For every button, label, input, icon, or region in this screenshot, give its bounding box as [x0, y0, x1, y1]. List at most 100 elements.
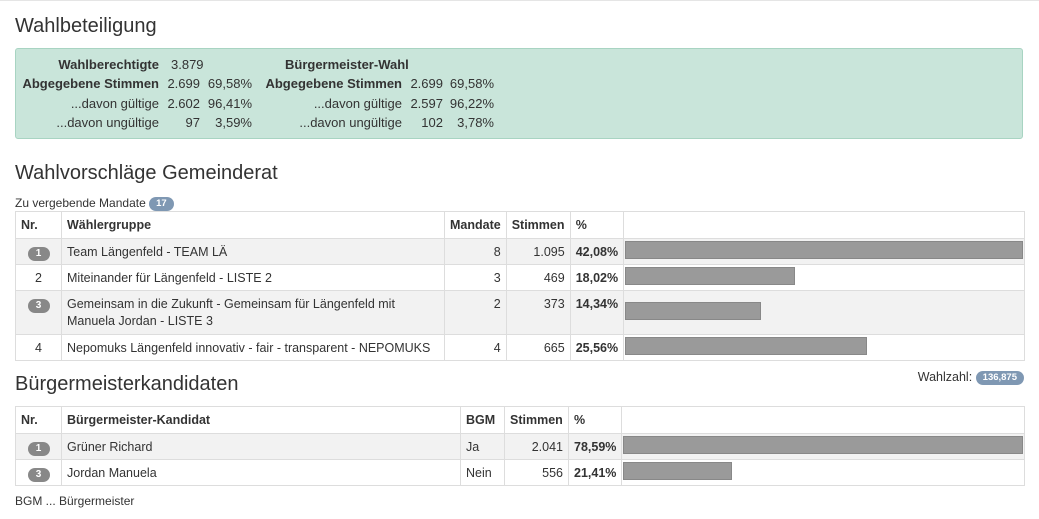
row-bar-cell	[623, 264, 1025, 291]
row-pct: 14,34%	[569, 290, 625, 335]
table-header-row: Nr. Wählergruppe Mandate Stimmen %	[15, 211, 1025, 239]
bgm-value-0: 2.699	[410, 76, 443, 91]
gr-value-3: 97	[185, 115, 200, 130]
row-bar-cell	[621, 433, 1025, 460]
col-header-nr: Nr.	[15, 211, 62, 239]
gemeinderat-title: Wahlvorschläge Gemeinderat	[15, 162, 278, 184]
table-row: 1 Grüner Richard Ja 2.041 78,59%	[15, 433, 1025, 460]
rank-badge: 1	[27, 442, 50, 456]
result-bar	[625, 241, 1023, 259]
row-nr: 2	[15, 264, 62, 291]
col-header-group: Wählergruppe	[61, 211, 445, 239]
row-mandate: 2	[444, 290, 507, 335]
turnout-title: Wahlbeteiligung	[15, 15, 157, 37]
gr-value-1: 2.699	[167, 76, 200, 91]
row-nr: 1	[15, 238, 62, 265]
result-bar	[623, 462, 733, 480]
bgm-candidates-table: Nr. Bürgermeister-Kandidat BGM Stimmen %…	[15, 406, 1025, 486]
row-votes: 2.041	[504, 433, 569, 460]
col-header-bar	[621, 406, 1025, 434]
gr-value-0: 3.879	[171, 57, 204, 72]
gr-label-2: ...davon gültige	[70, 96, 159, 111]
bgm-label-2: ...davon ungültige	[299, 115, 402, 130]
result-bar	[625, 267, 796, 285]
col-header-mandate: Mandate	[444, 211, 507, 239]
result-bar	[625, 302, 761, 320]
row-pct: 25,56%	[569, 334, 625, 361]
row-mandate: 8	[444, 238, 507, 265]
rank-badge: 1	[27, 247, 50, 261]
row-bar-cell	[623, 334, 1025, 361]
bgm-pct-0: 69,58%	[449, 76, 494, 91]
row-votes: 556	[504, 459, 569, 486]
row-votes: 665	[505, 334, 571, 361]
table-header-row: Nr. Bürgermeister-Kandidat BGM Stimmen %	[15, 406, 1025, 434]
gr-label-0: Wahlberechtigte	[58, 57, 159, 72]
gr-label-1: Abgegebene Stimmen	[22, 76, 159, 91]
row-group: Miteinander für Längenfeld - LISTE 2	[61, 264, 445, 291]
row-mandate: 3	[444, 264, 507, 291]
mandates-label: Zu vergebende Mandate	[15, 196, 146, 210]
row-group: Team Längenfeld - TEAM LÄ	[61, 238, 445, 265]
row-nr: 3	[15, 459, 62, 486]
col-header-pct: %	[567, 406, 623, 434]
gr-pct-3: 3,59%	[215, 115, 252, 130]
row-pct: 78,59%	[567, 433, 623, 460]
col-header-votes: Stimmen	[505, 211, 571, 239]
gr-pct-2: 96,41%	[207, 96, 252, 111]
row-nr: 1	[15, 433, 62, 460]
top-divider	[0, 0, 1039, 1]
row-bgm: Ja	[460, 433, 505, 460]
wahlzahl-badge: 136,875	[975, 370, 1024, 385]
table-row: 4 Nepomuks Längenfeld innovativ - fair -…	[15, 334, 1025, 361]
bgm-pct-1: 96,22%	[449, 96, 494, 111]
turnout-panel: Wahlberechtigte 3.879 Abgegebene Stimmen…	[15, 48, 1023, 139]
bgm-candidates-title: Bürgermeisterkandidaten	[15, 373, 239, 395]
mandates-info: Zu vergebende Mandate 17	[15, 195, 174, 211]
row-nr: 4	[15, 334, 62, 361]
col-header-bgm: BGM	[460, 406, 505, 434]
row-mandate: 4	[444, 334, 507, 361]
row-group: Gemeinsam in die Zukunft - Gemeinsam für…	[61, 290, 445, 335]
mandates-count-badge: 17	[149, 196, 174, 211]
footnote: BGM ... Bürgermeister	[15, 494, 135, 508]
result-bar	[623, 436, 1023, 454]
bgm-value-1: 2.597	[410, 96, 443, 111]
row-votes: 373	[505, 290, 571, 335]
row-nr: 3	[15, 290, 62, 335]
bgm-label-1: ...davon gültige	[313, 96, 402, 111]
wahlzahl: Wahlzahl: 136,875	[918, 370, 1024, 385]
row-candidate: Jordan Manuela	[61, 459, 461, 486]
table-row: 3 Gemeinsam in die Zukunft - Gemeinsam f…	[15, 290, 1025, 335]
col-header-nr: Nr.	[15, 406, 62, 434]
bgm-election-title: Bürgermeister-Wahl	[285, 57, 409, 72]
table-row: 1 Team Längenfeld - TEAM LÄ 8 1.095 42,0…	[15, 238, 1025, 265]
row-bar-cell	[621, 459, 1025, 486]
col-header-votes: Stimmen	[504, 406, 569, 434]
rank-badge: 3	[27, 299, 50, 313]
result-bar	[625, 337, 867, 355]
gr-label-3: ...davon ungültige	[56, 115, 159, 130]
rank-badge: 3	[27, 468, 50, 482]
col-header-pct: %	[569, 211, 625, 239]
row-votes: 469	[505, 264, 571, 291]
row-votes: 1.095	[505, 238, 571, 265]
row-pct: 18,02%	[569, 264, 625, 291]
table-row: 2 Miteinander für Längenfeld - LISTE 2 3…	[15, 264, 1025, 291]
row-pct: 42,08%	[569, 238, 625, 265]
row-bar-cell	[623, 290, 1025, 335]
col-header-bar	[623, 211, 1025, 239]
row-bar-cell	[623, 238, 1025, 265]
gr-value-2: 2.602	[167, 96, 200, 111]
row-bgm: Nein	[460, 459, 505, 486]
col-header-candidate: Bürgermeister-Kandidat	[61, 406, 461, 434]
bgm-pct-2: 3,78%	[457, 115, 494, 130]
row-group: Nepomuks Längenfeld innovativ - fair - t…	[61, 334, 445, 361]
row-candidate: Grüner Richard	[61, 433, 461, 460]
bgm-value-2: 102	[421, 115, 443, 130]
bgm-label-0: Abgegebene Stimmen	[265, 76, 402, 91]
gr-pct-1: 69,58%	[207, 76, 252, 91]
gemeinderat-table: Nr. Wählergruppe Mandate Stimmen % 1 Tea…	[15, 211, 1025, 361]
table-row: 3 Jordan Manuela Nein 556 21,41%	[15, 459, 1025, 486]
row-pct: 21,41%	[567, 459, 623, 486]
